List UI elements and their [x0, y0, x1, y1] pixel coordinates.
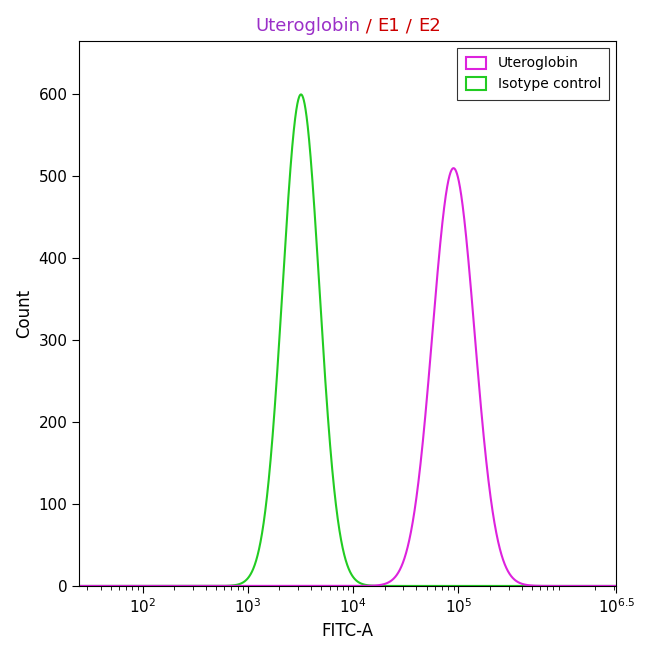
Y-axis label: Count: Count [15, 289, 33, 338]
Legend: Uteroglobin, Isotype control: Uteroglobin, Isotype control [458, 48, 609, 100]
Text: Uteroglobin: Uteroglobin [255, 17, 360, 35]
Text: E2: E2 [418, 17, 441, 35]
Text: E1: E1 [378, 17, 400, 35]
X-axis label: FITC-A: FITC-A [322, 622, 374, 640]
Text: /: / [400, 17, 418, 35]
Text: /: / [360, 17, 378, 35]
